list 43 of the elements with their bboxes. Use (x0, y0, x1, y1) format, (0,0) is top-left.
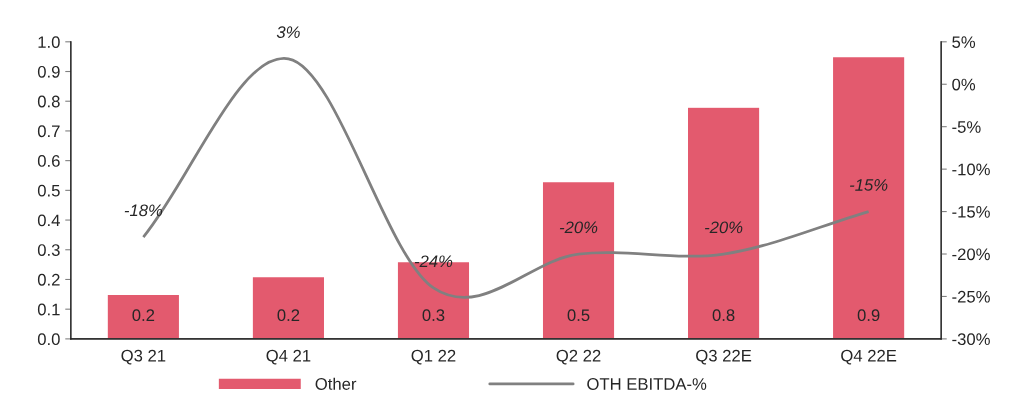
y-tick-label: 0.7 (37, 125, 60, 138)
y2-tick-label: -30% (952, 333, 990, 346)
y-tick-label: 0.1 (37, 303, 60, 316)
y2-tick-label: 5% (952, 36, 976, 49)
bar (251, 275, 326, 339)
y-tick-label: 0.0 (37, 333, 60, 346)
legend-label: OTH EBITDA-% (587, 378, 707, 390)
y-tick-label: 0.5 (37, 184, 60, 197)
x-tick-label: Q2 22 (556, 349, 601, 365)
x-tick-label: Q1 22 (411, 349, 456, 365)
data-label: 0.9 (857, 309, 880, 322)
y-tick-label: 0.9 (37, 65, 60, 78)
x-tick-label: Q4 21 (266, 349, 311, 365)
y-tick-label: 1.0 (38, 36, 60, 49)
data-label: 0.5 (567, 309, 590, 322)
data-label: -20% (704, 221, 743, 234)
y2-tick-label: -10% (952, 163, 990, 176)
y2-tick-label: -5% (952, 121, 981, 133)
data-label: 0.2 (277, 309, 300, 322)
y-tick-label: 0.4 (37, 214, 60, 227)
bar (831, 55, 906, 339)
data-label: 0.3 (422, 309, 445, 322)
data-label: 0.2 (132, 309, 155, 322)
y-tick-label: 0.3 (37, 244, 60, 256)
y-tick-label: 0.8 (37, 95, 60, 108)
y2-tick-label: -25% (952, 290, 990, 303)
data-label: 3% (276, 26, 300, 39)
x-tick-label: Q3 21 (121, 349, 166, 365)
y-tick-label: 0.6 (37, 155, 60, 167)
x-tick-label: Q4 22E (841, 349, 897, 365)
x-tick-label: Q3 22E (696, 349, 752, 365)
y2-tick-label: -15% (952, 206, 990, 218)
data-label: -15% (850, 179, 888, 191)
y2-tick-label: -20% (952, 248, 990, 261)
data-label: -18% (124, 204, 163, 217)
bar (686, 106, 761, 339)
y2-tick-label: 0% (952, 78, 976, 91)
data-label: -20% (559, 221, 598, 234)
bar (106, 293, 181, 339)
bar (541, 180, 616, 339)
data-label: 0.8 (712, 309, 735, 322)
legend-label: Other (315, 377, 357, 390)
y-tick-label: 0.2 (37, 273, 60, 286)
